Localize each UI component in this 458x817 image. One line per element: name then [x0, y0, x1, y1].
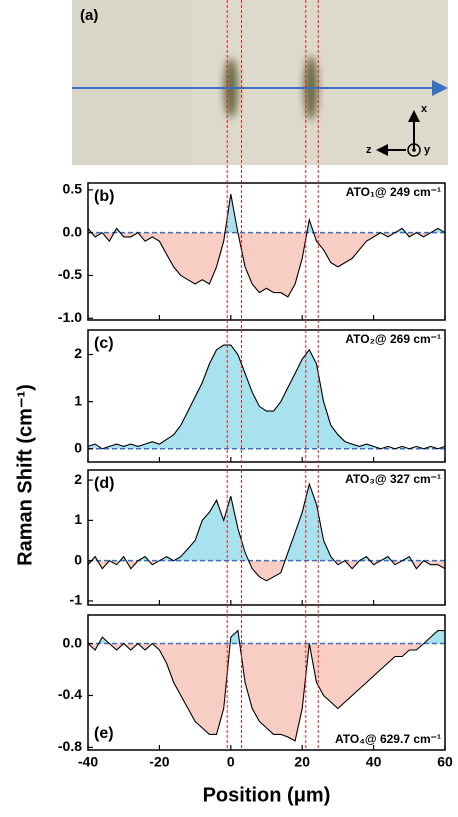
x-tick-label: 60 — [437, 754, 453, 770]
axis-label: x — [421, 103, 428, 115]
frame — [87, 182, 446, 321]
y-tick-label: -0.5 — [58, 266, 82, 282]
axis-label: z — [366, 144, 372, 156]
y-tick-label: 1 — [74, 511, 82, 527]
axis-out — [407, 143, 421, 157]
line — [87, 482, 446, 582]
y-tick-label: 0.0 — [63, 634, 83, 650]
y-tick-label: -1 — [70, 592, 83, 608]
y-tick-label: 2 — [74, 471, 82, 487]
y-tick-label: 0 — [74, 551, 82, 567]
panel-label: (b) — [94, 188, 114, 205]
photo-panel: (a) x z y — [72, 0, 448, 165]
positive-area — [88, 345, 445, 449]
negative-area — [88, 643, 445, 741]
line — [87, 344, 446, 450]
axis-out-dot — [412, 148, 416, 152]
y-tick-label: -0.8 — [58, 738, 82, 754]
x-axis-label: Position (μm) — [203, 784, 331, 806]
panel: 0.5 0.0 -0.5 -1.0 (b) ATO₁@ 249 cm⁻¹ — [58, 181, 446, 325]
y-tick-label: 2 — [74, 345, 82, 361]
panel: 0 1 2 (c) ATO₂@ 269 cm⁻¹ — [74, 329, 446, 463]
x-tick-label: 0 — [227, 754, 235, 770]
y-tick-label: 0.0 — [63, 223, 83, 239]
line — [87, 194, 446, 298]
y-tick-label: 0.5 — [63, 181, 83, 197]
line — [87, 629, 445, 742]
y-tick-label: 0 — [74, 440, 82, 456]
series-name: ATO₃@ 327 cm⁻¹ — [345, 472, 441, 486]
frame — [87, 469, 446, 606]
frame — [87, 614, 446, 751]
x-tick-label: -40 — [78, 754, 98, 770]
panel: 0.0 -0.4 -0.8-40 -20 0 20 40 60 (e) ATO₄@ 629.7 c… — [58, 614, 453, 806]
y-axis-label: Raman Shift (cm⁻¹) — [14, 384, 36, 566]
series-name: ATO₄@ 629.7 cm⁻¹ — [335, 732, 441, 746]
y-tick-label: -0.4 — [58, 686, 82, 702]
x-tick-label: 40 — [366, 754, 382, 770]
y-tick-label: -1.0 — [58, 309, 82, 325]
negative-area — [88, 232, 445, 297]
negative-area — [88, 560, 445, 581]
series-name: ATO₁@ 249 cm⁻¹ — [346, 185, 441, 199]
axis-label: y — [424, 144, 431, 156]
x-tick-label: 20 — [294, 754, 310, 770]
panel-label: (c) — [94, 335, 114, 352]
panel-label: (e) — [94, 725, 114, 742]
panel-label: (d) — [94, 475, 114, 492]
y-tick-label: 1 — [74, 392, 82, 408]
series-name: ATO₂@ 269 cm⁻¹ — [345, 332, 441, 346]
frame — [87, 329, 446, 463]
panel: -1 0 1 2 (d) ATO₃@ 327 cm⁻¹ — [70, 469, 446, 608]
panel-label: (a) — [80, 7, 98, 24]
x-tick-label: -20 — [149, 754, 169, 770]
photo-texture — [72, 0, 192, 165]
